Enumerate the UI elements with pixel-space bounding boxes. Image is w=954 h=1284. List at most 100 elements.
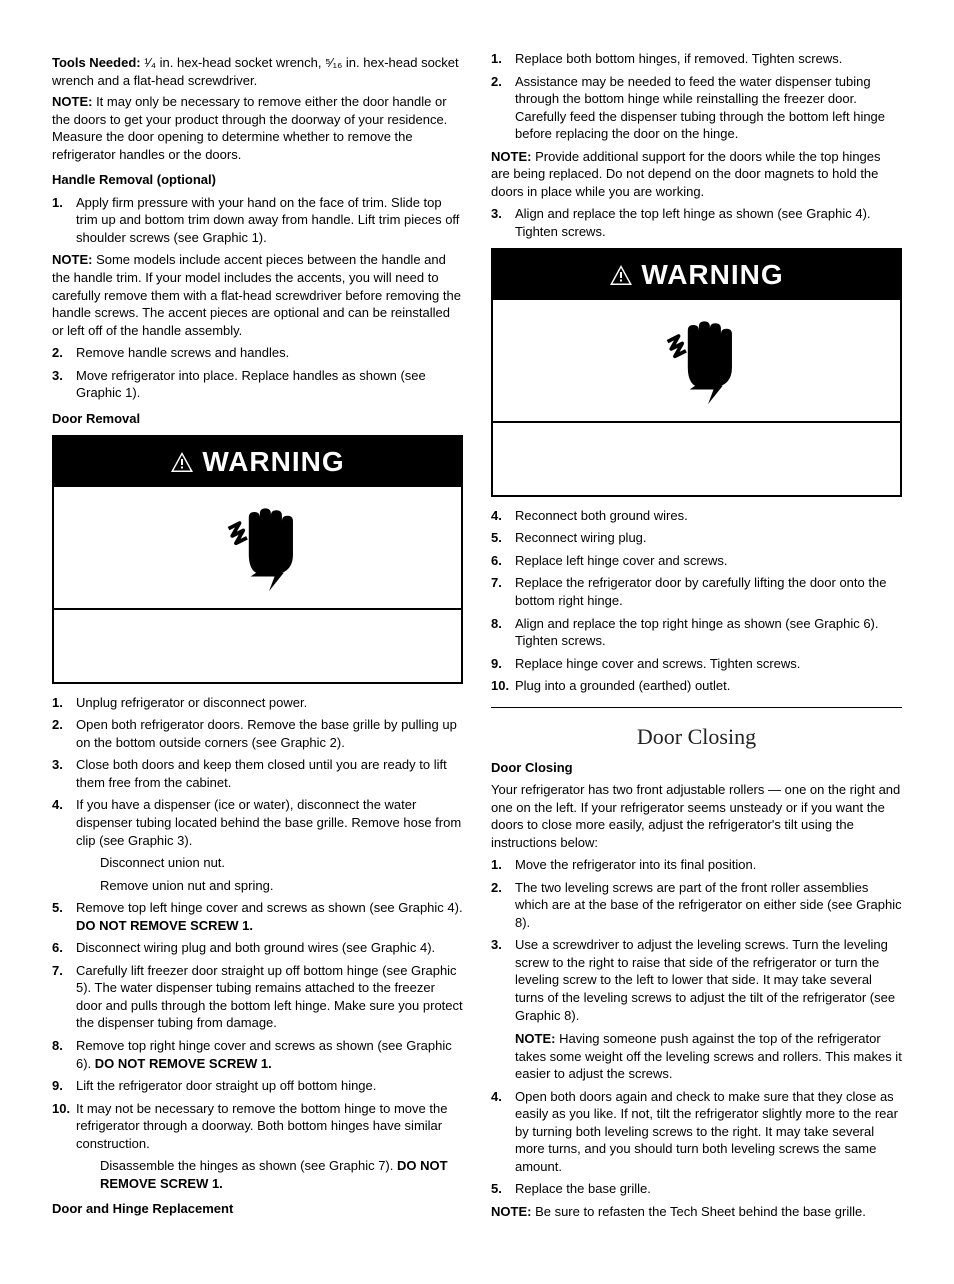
step-text: Unplug refrigerator or disconnect power. (76, 695, 307, 710)
list-item: 2.Remove handle screws and handles. (52, 344, 463, 362)
door-hinge-heading: Door and Hinge Replacement (52, 1200, 463, 1218)
warning-label: WARNING (641, 256, 783, 294)
step-text: Apply firm pressure with your hand on th… (76, 195, 459, 245)
handle-removal-heading: Handle Removal (optional) (52, 171, 463, 189)
list-item: 2.Open both refrigerator doors. Remove t… (52, 716, 463, 751)
warning-text-area (54, 610, 461, 682)
door-closing-list: 1.Move the refrigerator into its final p… (491, 856, 902, 1198)
list-item: 6.Replace left hinge cover and screws. (491, 552, 902, 570)
step-text-bold: DO NOT REMOVE SCREW 1. (76, 918, 253, 933)
step-text: Assistance may be needed to feed the wat… (515, 74, 885, 142)
step-text: Use a screwdriver to adjust the leveling… (515, 937, 895, 1022)
step-text: Move the refrigerator into its final pos… (515, 857, 756, 872)
list-item: 5.Replace the base grille. (491, 1180, 902, 1198)
list-item: 1.Move the refrigerator into its final p… (491, 856, 902, 874)
note-text: Having someone push against the top of t… (515, 1031, 902, 1081)
alert-triangle-icon (170, 451, 194, 473)
sub-step: Remove union nut and spring. (52, 877, 463, 895)
step-text: Replace hinge cover and screws. Tighten … (515, 656, 800, 671)
list-item: 5.Reconnect wiring plug. (491, 529, 902, 547)
tools-label: Tools Needed: (52, 55, 141, 70)
step-text: Remove handle screws and handles. (76, 345, 289, 360)
list-item: 4.Reconnect both ground wires. (491, 507, 902, 525)
list-item: 10.It may not be necessary to remove the… (52, 1100, 463, 1153)
step-text: The two leveling screws are part of the … (515, 880, 902, 930)
warning-text-area (493, 423, 900, 495)
step-text: Replace the base grille. (515, 1181, 651, 1196)
step-text: Replace the refrigerator door by careful… (515, 575, 886, 608)
door-hinge-list-3: 4.Reconnect both ground wires. 5.Reconne… (491, 507, 902, 695)
step-text-bold: DO NOT REMOVE SCREW 1. (95, 1056, 272, 1071)
note-text: It may only be necessary to remove eithe… (52, 94, 447, 162)
note-text: Some models include accent pieces betwee… (52, 252, 461, 337)
step-text: Open both refrigerator doors. Remove the… (76, 717, 457, 750)
door-closing-intro: Your refrigerator has two front adjustab… (491, 781, 902, 851)
section-divider (491, 707, 902, 708)
step-text: Align and replace the top left hinge as … (515, 206, 871, 239)
step-text: If you have a dispenser (ice or water), … (76, 797, 461, 847)
warning-box: WARNING (491, 248, 902, 496)
sub-step-text: Disassemble the hinges as shown (see Gra… (100, 1158, 397, 1173)
list-item: 5.Remove top left hinge cover and screws… (52, 899, 463, 934)
list-item: 8.Remove top right hinge cover and screw… (52, 1037, 463, 1072)
sub-step: Disassemble the hinges as shown (see Gra… (52, 1157, 463, 1192)
list-item: 7.Carefully lift freezer door straight u… (52, 962, 463, 1032)
warning-box: WARNING (52, 435, 463, 683)
list-item: 2.Assistance may be needed to feed the w… (491, 73, 902, 143)
note-text: Be sure to refasten the Tech Sheet behin… (531, 1204, 865, 1219)
list-item: 1.Unplug refrigerator or disconnect powe… (52, 694, 463, 712)
note-label: NOTE: (52, 94, 92, 109)
sub-step: Disconnect union nut. (52, 854, 463, 872)
shock-hand-icon (651, 314, 743, 406)
warning-label: WARNING (202, 443, 344, 481)
note-label: NOTE: (515, 1031, 555, 1046)
handle-removal-note: NOTE: Some models include accent pieces … (52, 251, 463, 339)
door-closing-heading: Door Closing (491, 759, 902, 777)
step-text: Reconnect both ground wires. (515, 508, 688, 523)
list-item: 7.Replace the refrigerator door by caref… (491, 574, 902, 609)
list-item: 1.Apply firm pressure with your hand on … (52, 194, 463, 247)
step-text: Reconnect wiring plug. (515, 530, 647, 545)
door-removal-heading: Door Removal (52, 410, 463, 428)
note-label: NOTE: (491, 149, 531, 164)
door-closing-final-note: NOTE: Be sure to refasten the Tech Sheet… (491, 1203, 902, 1221)
warning-icon-area (54, 487, 461, 610)
step-text: Align and replace the top right hinge as… (515, 616, 879, 649)
step-text: Replace both bottom hinges, if removed. … (515, 51, 842, 66)
list-item: 4.Open both doors again and check to mak… (491, 1088, 902, 1176)
list-item: 2.The two leveling screws are part of th… (491, 879, 902, 932)
door-removal-list-2: 5.Remove top left hinge cover and screws… (52, 899, 463, 1152)
step-text: Carefully lift freezer door straight up … (76, 963, 463, 1031)
list-item: 3.Align and replace the top left hinge a… (491, 205, 902, 240)
step-text: Disconnect wiring plug and both ground w… (76, 940, 435, 955)
list-item: 3.Move refrigerator into place. Replace … (52, 367, 463, 402)
handle-removal-list-2: 2.Remove handle screws and handles. 3.Mo… (52, 344, 463, 402)
note-label: NOTE: (491, 1204, 531, 1219)
door-hinge-list-2: 3.Align and replace the top left hinge a… (491, 205, 902, 240)
step-text: Open both doors again and check to make … (515, 1089, 898, 1174)
shock-hand-icon (212, 501, 304, 593)
warning-icon-area (493, 300, 900, 423)
alert-triangle-icon (609, 264, 633, 286)
list-item: 1.Replace both bottom hinges, if removed… (491, 50, 902, 68)
intro-note: NOTE: It may only be necessary to remove… (52, 93, 463, 163)
list-item: 3.Close both doors and keep them closed … (52, 756, 463, 791)
step-text: Close both doors and keep them closed un… (76, 757, 447, 790)
list-item: 9.Replace hinge cover and screws. Tighte… (491, 655, 902, 673)
handle-removal-list: 1.Apply firm pressure with your hand on … (52, 194, 463, 247)
step3-note: NOTE: Having someone push against the to… (515, 1030, 902, 1083)
step-text: Plug into a grounded (earthed) outlet. (515, 678, 730, 693)
list-item: 10.Plug into a grounded (earthed) outlet… (491, 677, 902, 695)
list-item: 3. Use a screwdriver to adjust the level… (491, 936, 902, 1082)
step-text: Lift the refrigerator door straight up o… (76, 1078, 376, 1093)
step-text: Replace left hinge cover and screws. (515, 553, 727, 568)
note-text: Provide additional support for the doors… (491, 149, 881, 199)
step-text: It may not be necessary to remove the bo… (76, 1101, 447, 1151)
tools-needed: Tools Needed: ¹⁄₄ in. hex-head socket wr… (52, 54, 463, 89)
door-hinge-list: 1.Replace both bottom hinges, if removed… (491, 50, 902, 143)
step-text: Remove top left hinge cover and screws a… (76, 900, 463, 915)
note-label: NOTE: (52, 252, 92, 267)
door-hinge-note: NOTE: Provide additional support for the… (491, 148, 902, 201)
step-text: Move refrigerator into place. Replace ha… (76, 368, 426, 401)
door-removal-list: 1.Unplug refrigerator or disconnect powe… (52, 694, 463, 849)
